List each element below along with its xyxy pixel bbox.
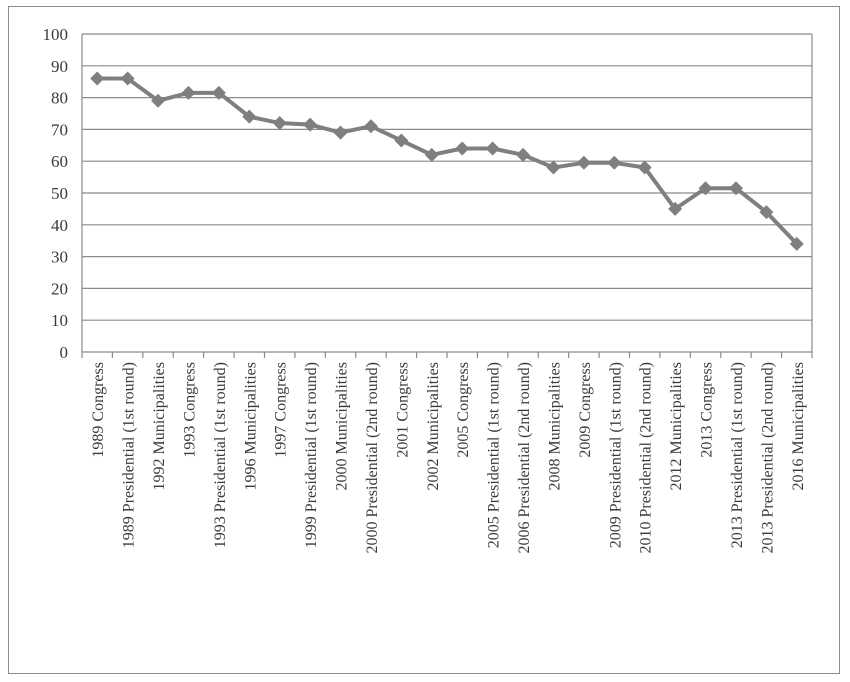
x-category-label: 2000 Municipalities (334, 362, 351, 490)
y-tick-label: 70 (51, 120, 68, 139)
x-category-label: 2010 Presidential (2nd round) (638, 362, 655, 554)
y-tick-label: 90 (51, 57, 68, 76)
data-point-marker (516, 147, 531, 162)
series-line (90, 71, 804, 251)
y-tick-label: 60 (51, 152, 68, 171)
y-tick-label: 10 (51, 311, 68, 330)
data-point-marker (789, 236, 804, 251)
data-point-marker (546, 160, 561, 175)
x-category-label: 1989 Presidential (1st round) (121, 362, 138, 548)
x-category-label: 2002 Municipalities (425, 362, 442, 490)
data-point-marker (607, 155, 622, 170)
x-category-label: 2013 Congress (699, 362, 716, 458)
y-axis: 0 10 20 30 40 50 60 70 80 90 100 (43, 25, 69, 362)
data-point-marker (181, 85, 196, 100)
data-point-marker (272, 116, 287, 131)
x-category-label: 1992 Municipalities (151, 362, 168, 490)
y-tick-label: 30 (51, 248, 68, 267)
data-point-marker (90, 71, 105, 86)
x-category-label: 1996 Municipalities (242, 362, 259, 490)
x-category-label: 2005 Presidential (1st round) (486, 362, 503, 548)
x-category-label: 2006 Presidential (2nd round) (516, 362, 533, 554)
x-category-label: 1999 Presidential (1st round) (303, 362, 320, 548)
x-category-label: 2013 Presidential (2nd round) (759, 362, 776, 554)
data-point-marker (728, 181, 743, 196)
x-category-label: 1993 Congress (181, 362, 198, 458)
data-point-marker (333, 125, 348, 140)
x-axis: 1989 Congress 1989 Presidential (1st roun… (81, 352, 813, 554)
x-category-label: 2009 Congress (577, 362, 594, 458)
data-point-marker (455, 141, 470, 156)
gridlines (81, 33, 813, 353)
x-category-label: 1993 Presidential (1st round) (212, 362, 229, 548)
x-category-label: 2016 Municipalities (790, 362, 807, 490)
data-point-marker (759, 205, 774, 220)
y-tick-label: 0 (60, 343, 69, 362)
x-category-label: 1989 Congress (90, 362, 107, 458)
x-category-label: 2001 Congress (394, 362, 411, 458)
data-point-marker (242, 109, 257, 124)
data-point-marker (363, 119, 378, 134)
y-tick-label: 100 (43, 25, 69, 44)
y-tick-label: 20 (51, 279, 68, 298)
x-category-label: 2005 Congress (455, 362, 472, 458)
data-point-marker (151, 93, 166, 108)
x-category-label: 1997 Congress (273, 362, 290, 458)
data-point-marker (424, 147, 439, 162)
chart-frame (8, 6, 840, 674)
x-category-label: 2000 Presidential (2nd round) (364, 362, 381, 554)
x-category-label: 2013 Presidential (1st round) (729, 362, 746, 548)
data-point-marker (668, 201, 683, 216)
y-tick-label: 80 (51, 89, 68, 108)
data-point-marker (394, 133, 409, 148)
data-point-marker (211, 85, 226, 100)
data-point-marker (485, 141, 500, 156)
x-category-label: 2012 Municipalities (668, 362, 685, 490)
data-point-marker (698, 181, 713, 196)
data-point-marker (303, 117, 318, 132)
data-point-marker (576, 155, 591, 170)
x-category-label: 2008 Municipalities (546, 362, 563, 490)
data-point-marker (120, 71, 135, 86)
y-tick-label: 50 (51, 184, 68, 203)
data-point-marker (637, 160, 652, 175)
y-tick-label: 40 (51, 216, 68, 235)
x-category-label: 2009 Presidential (1st round) (607, 362, 624, 548)
